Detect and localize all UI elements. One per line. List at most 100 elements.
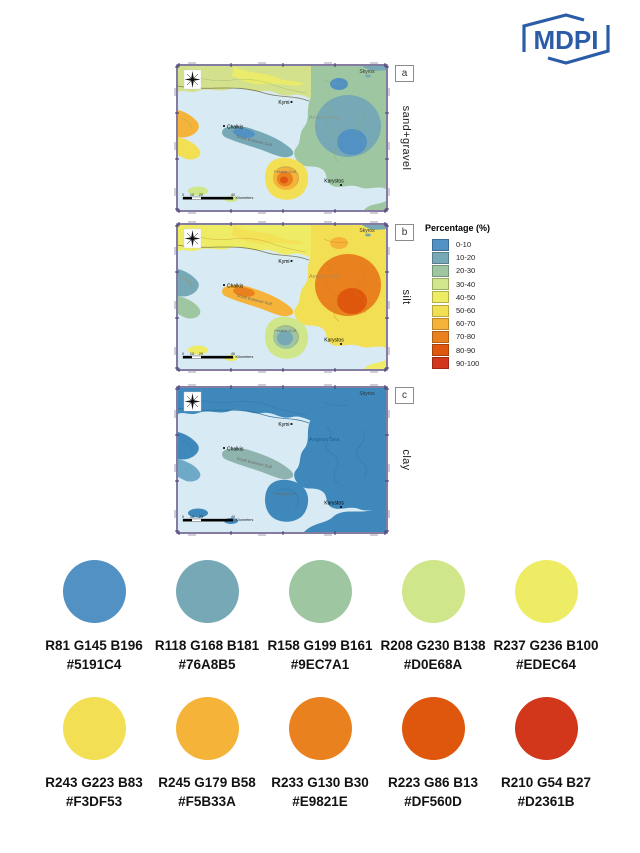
- gulf-head-blob: [233, 450, 255, 460]
- east-mass-blob-north: [330, 400, 348, 412]
- skyros-patch: [362, 225, 386, 230]
- north-arrow: [183, 391, 202, 412]
- legend-swatch: [432, 304, 449, 317]
- city-dot-chalkis: [223, 447, 225, 449]
- island-sw-1: [188, 345, 208, 355]
- legend-swatch: [432, 251, 449, 264]
- skyros-islet: [365, 74, 371, 78]
- petalioi-gulf-label: Petalioi Gulf: [274, 491, 296, 496]
- north-band-patch: [232, 388, 304, 408]
- island-sw-1: [188, 508, 208, 518]
- hex-label: #F5B33A: [178, 794, 236, 809]
- map-canvas: Aegean Sea South Euboean Gulf Petalioi G…: [174, 221, 390, 373]
- scale-tick: 20: [199, 193, 203, 197]
- petalioi-core-inner: [280, 335, 288, 343]
- panel-letter: c: [395, 387, 414, 404]
- palette-cell: R233 G130 B30 #E9821E: [264, 697, 377, 810]
- corner-region-small: [364, 523, 386, 532]
- legend-range-label: 90-100: [456, 358, 480, 368]
- palette-cell: R243 G223 B83 #F3DF53: [38, 697, 151, 810]
- city-markers: Kymi Chalkis Karystos Skyros: [223, 391, 375, 508]
- legend-range-label: 70-80: [456, 332, 476, 342]
- legend-range-label: 80-90: [456, 345, 476, 355]
- legend-row: 0-10: [425, 238, 541, 251]
- rgb-label: R118 G168 B181: [154, 638, 260, 653]
- east-mass-blob-core: [337, 451, 367, 477]
- north-arrow: [183, 228, 202, 249]
- rgb-label: R81 G145 B196: [45, 638, 143, 653]
- legend-row: 10-20: [425, 251, 541, 264]
- corner-region-large: [304, 506, 386, 532]
- hex-label: #E9821E: [292, 794, 348, 809]
- legend-swatch: [432, 238, 449, 251]
- layer-label: sand+gravel: [400, 105, 412, 171]
- legend-swatch: [432, 317, 449, 330]
- rgb-label: R223 G86 B13: [387, 775, 479, 790]
- graticule-label-marks: [174, 62, 390, 214]
- color-circle: [175, 560, 239, 623]
- city-label-kymi: Kymi: [278, 100, 289, 106]
- mdpi-logo: MDPI: [522, 13, 610, 65]
- mdpi-logo-text: MDPI: [534, 25, 599, 55]
- petalioi-gulf-label: Petalioi Gulf: [274, 169, 296, 174]
- legend-row: 60-70: [425, 317, 541, 330]
- legend-range-label: 60-70: [456, 319, 476, 329]
- color-circle: [401, 697, 465, 760]
- legend-title: Percentage (%): [425, 223, 491, 233]
- color-circle: [401, 560, 465, 623]
- west-patch-lower: [178, 459, 201, 482]
- city-dot-kymi: [290, 423, 293, 425]
- city-label-karystos: Karystos: [324, 501, 344, 507]
- map-panel-a: Aegean Sea South Euboean Gulf Petalioi G…: [174, 62, 444, 222]
- map-canvas: Aegean Sea South Euboean Gulf Petalioi G…: [174, 384, 390, 536]
- hex-label: #5191C4: [66, 657, 122, 672]
- petalioi-core-inner: [280, 498, 288, 506]
- palette-cell: R158 G199 B161 #9EC7A1: [264, 560, 377, 673]
- palette-cell: R208 G230 B138 #D0E68A: [377, 560, 490, 673]
- hex-label: #DF560D: [404, 794, 462, 809]
- rgb-label: R243 G223 B83: [45, 775, 143, 790]
- color-circle: [288, 560, 352, 623]
- petalioi-core-inner: [280, 176, 288, 184]
- palette-cell: R118 G168 B181 #76A8B5: [151, 560, 264, 673]
- hex-label: #D2361B: [517, 794, 575, 809]
- scale-tick: 40: [231, 352, 235, 356]
- legend-row: 80-90: [425, 344, 541, 357]
- color-circle: [514, 560, 578, 623]
- city-dot-karystos: [340, 343, 342, 345]
- color-palette: R81 G145 B196 #5191C4 R118 G168 B181 #76…: [0, 560, 640, 810]
- legend-row: 90-100: [425, 357, 541, 370]
- scale-bar: 0 10 20 40 Kilometers: [182, 515, 254, 522]
- map-panel-b: Aegean Sea South Euboean Gulf Petalioi G…: [174, 221, 444, 381]
- hex-label: #D0E68A: [403, 657, 463, 672]
- legend-range-label: 0-10: [456, 240, 472, 250]
- color-circle: [288, 697, 352, 760]
- skyros-islet: [365, 396, 371, 400]
- scale-tick: 10: [190, 193, 194, 197]
- mdpi-hexagon-left: [522, 13, 585, 52]
- layer-label: clay: [400, 449, 412, 471]
- city-label-chalkis: Chalkis: [227, 284, 244, 290]
- palette-cell: R81 G145 B196 #5191C4: [38, 560, 151, 673]
- hex-label: #76A8B5: [178, 657, 236, 672]
- map-frame: [174, 221, 390, 373]
- city-label-karystos: Karystos: [324, 338, 344, 344]
- city-label-karystos: Karystos: [324, 179, 344, 185]
- map-frame: [174, 384, 390, 536]
- city-dot-karystos: [340, 506, 342, 508]
- legend-row: 30-40: [425, 278, 541, 291]
- city-markers: Kymi Chalkis Karystos Skyros: [223, 69, 375, 186]
- legend-swatch: [432, 291, 449, 304]
- west-patch-lower: [178, 296, 201, 319]
- scale-tick: 10: [190, 515, 194, 519]
- gulf-head-blob: [233, 287, 255, 297]
- contour-lines: [181, 232, 367, 345]
- legend-row: 20-30: [425, 264, 541, 277]
- contour-lines: [181, 395, 367, 508]
- island-sw-1: [188, 186, 208, 196]
- graticule-label-marks: [174, 221, 390, 373]
- palette-cell: R245 G179 B58 #F5B33A: [151, 697, 264, 810]
- east-mass-blob-core: [337, 129, 367, 155]
- panel-letter: b: [395, 224, 414, 241]
- petalioi-gulf-label: Petalioi Gulf: [274, 328, 296, 333]
